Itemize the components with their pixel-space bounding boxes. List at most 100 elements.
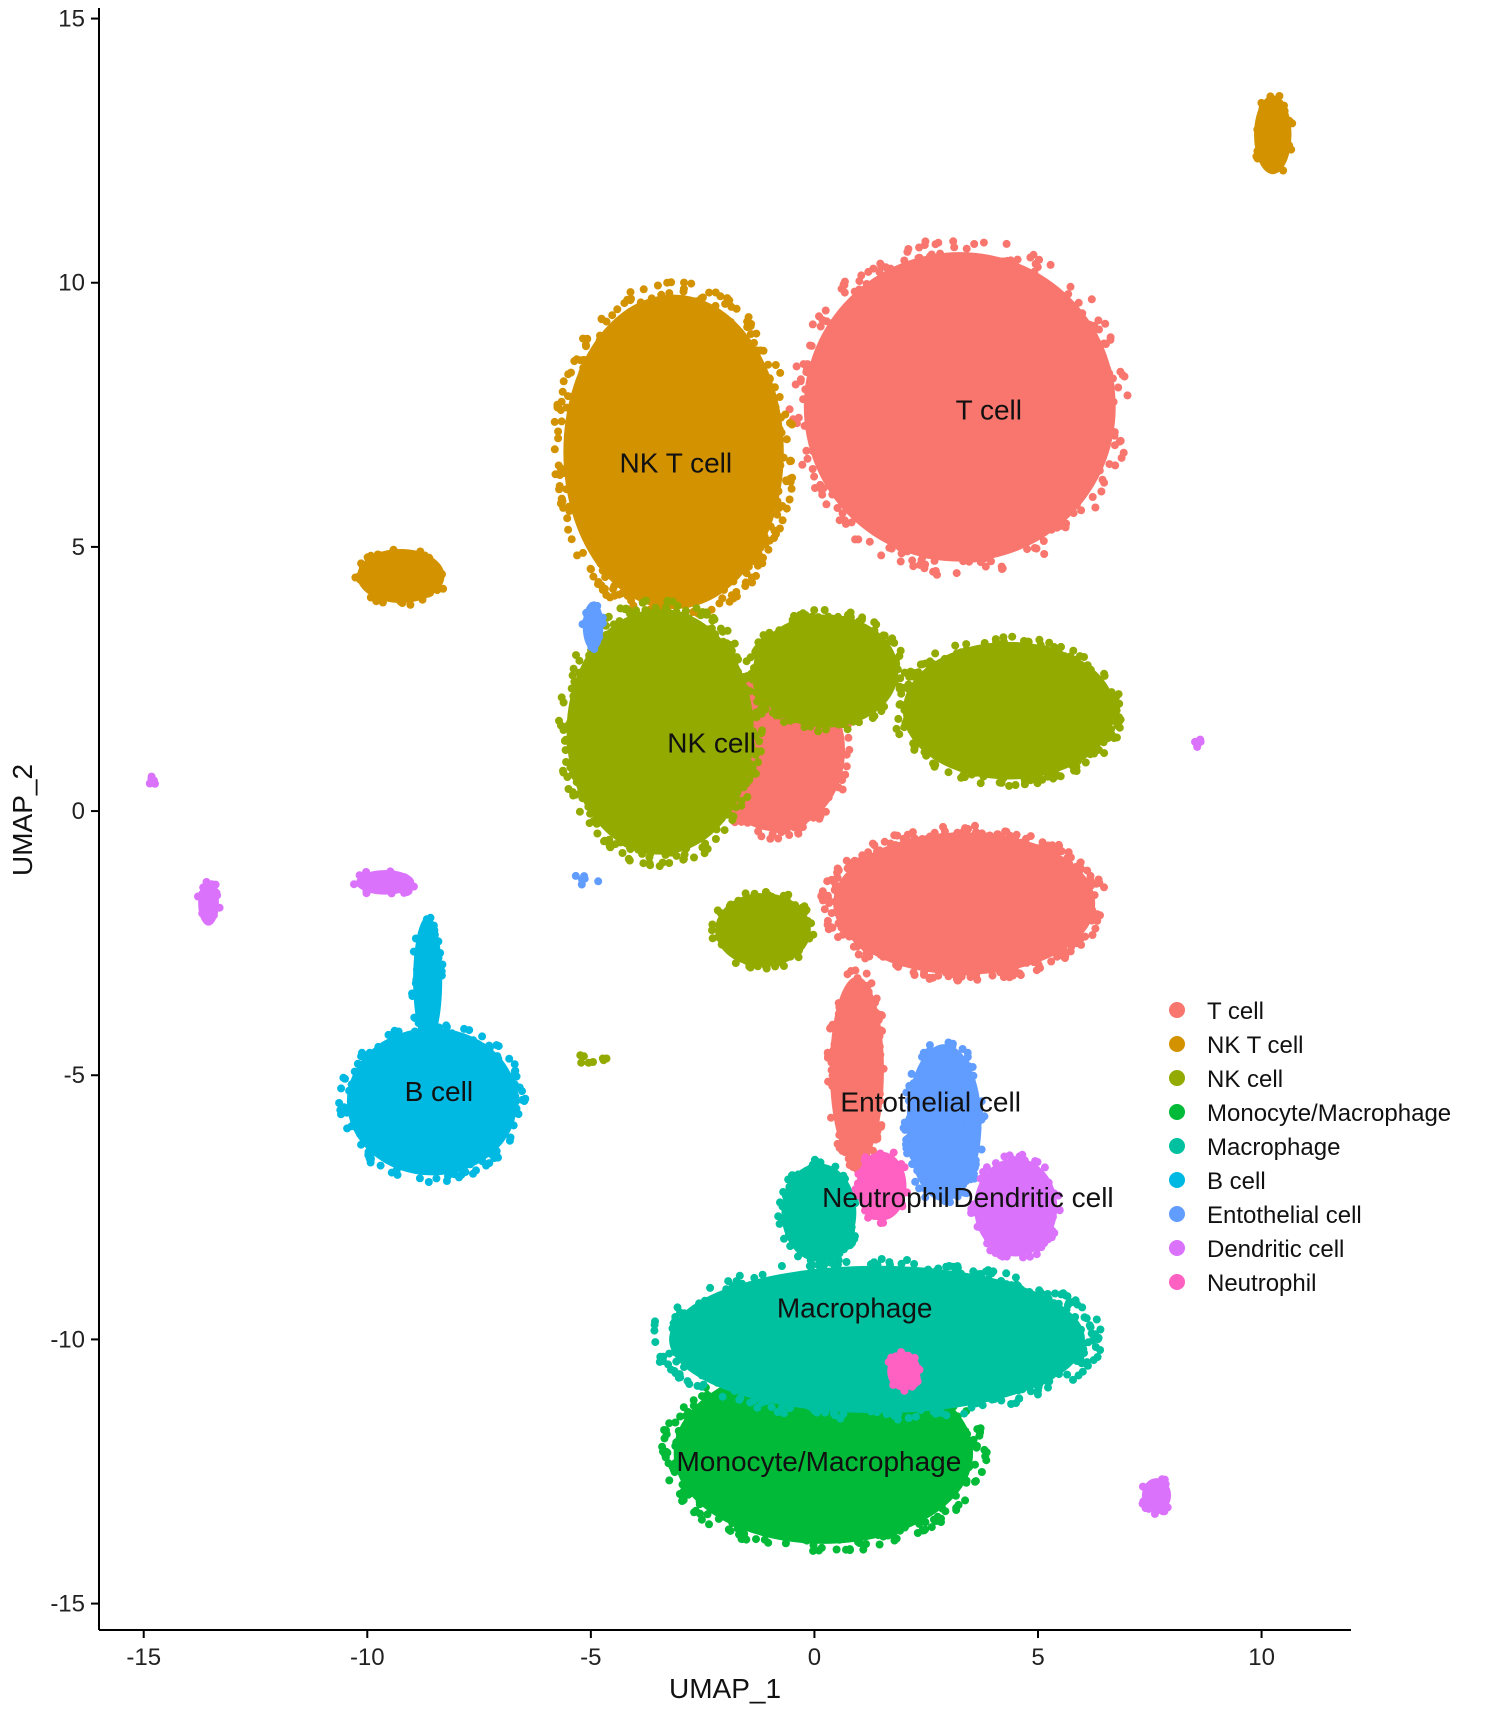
data-point (400, 591, 409, 600)
data-point (889, 892, 898, 901)
data-point (877, 473, 886, 482)
data-point (704, 434, 713, 443)
data-point (850, 1145, 859, 1154)
data-point (792, 613, 801, 622)
data-point (876, 915, 885, 924)
data-point (826, 349, 835, 358)
data-point (1110, 431, 1119, 440)
data-point (766, 797, 775, 806)
data-point (602, 386, 611, 395)
data-point (897, 510, 906, 519)
data-point (789, 758, 798, 767)
data-point (936, 504, 945, 513)
data-point (800, 421, 809, 430)
data-point (1002, 239, 1011, 248)
data-point (770, 383, 779, 392)
data-point (986, 398, 995, 407)
data-point (838, 1023, 846, 1032)
data-point (930, 882, 938, 891)
data-point (649, 659, 658, 668)
data-point (968, 726, 977, 735)
data-point (1072, 925, 1081, 934)
data-point (946, 312, 955, 321)
data-point (871, 1046, 880, 1055)
data-point (832, 631, 840, 640)
data-point (923, 543, 932, 552)
data-point (772, 530, 780, 539)
data-point (626, 746, 634, 755)
data-point (837, 1067, 846, 1076)
data-point (887, 393, 896, 402)
data-point (784, 764, 793, 773)
data-point (925, 514, 934, 523)
data-point (667, 817, 676, 825)
data-point (966, 393, 975, 401)
data-point (836, 360, 845, 369)
data-point (758, 559, 767, 568)
data-point (550, 445, 559, 454)
data-point (932, 306, 941, 315)
data-point (568, 671, 577, 680)
data-point (678, 496, 687, 505)
data-point (929, 902, 938, 911)
data-point (583, 665, 592, 674)
data-point (609, 532, 618, 541)
data-point (692, 317, 701, 326)
data-point (557, 721, 565, 730)
data-point (726, 471, 735, 480)
data-point (828, 1020, 837, 1029)
data-point (626, 845, 635, 854)
data-point (684, 599, 693, 608)
data-point (928, 355, 937, 363)
data-point (616, 487, 625, 496)
data-point (840, 1084, 849, 1093)
data-point (1060, 406, 1069, 415)
data-point (776, 785, 785, 794)
data-point (930, 556, 939, 565)
data-point (866, 642, 874, 651)
data-point (976, 856, 984, 865)
data-point (927, 935, 936, 943)
data-point (999, 268, 1007, 277)
data-point (1004, 519, 1012, 528)
data-point (1061, 951, 1070, 960)
data-point (573, 421, 582, 430)
data-point (627, 394, 636, 403)
data-point (693, 521, 702, 530)
data-point (860, 681, 869, 690)
data-point (845, 932, 854, 941)
data-point (848, 334, 857, 343)
data-point (1058, 371, 1067, 380)
data-point (831, 908, 840, 917)
data-point (694, 565, 703, 574)
data-point (616, 480, 625, 489)
data-point (832, 708, 841, 717)
data-point (636, 739, 645, 748)
data-point (387, 593, 396, 602)
data-point (956, 292, 965, 301)
data-point (1069, 364, 1077, 373)
data-point (726, 710, 735, 718)
data-point (835, 748, 843, 757)
data-point (1064, 848, 1073, 857)
data-point (845, 1008, 854, 1017)
data-point (874, 907, 883, 915)
data-point (1074, 298, 1083, 307)
data-point (976, 940, 985, 949)
data-point (822, 500, 831, 509)
data-point (665, 394, 674, 403)
data-point (782, 645, 791, 654)
data-point (621, 632, 630, 641)
data-point (770, 685, 779, 694)
data-point (358, 562, 367, 571)
data-point (999, 512, 1008, 521)
data-point (699, 540, 708, 549)
data-point (1114, 383, 1123, 392)
data-point (653, 342, 662, 351)
data-point (351, 573, 360, 582)
data-point (844, 1020, 853, 1028)
data-point (813, 671, 822, 680)
data-point (872, 994, 881, 1003)
data-point (1040, 550, 1049, 558)
data-point (1061, 910, 1070, 919)
